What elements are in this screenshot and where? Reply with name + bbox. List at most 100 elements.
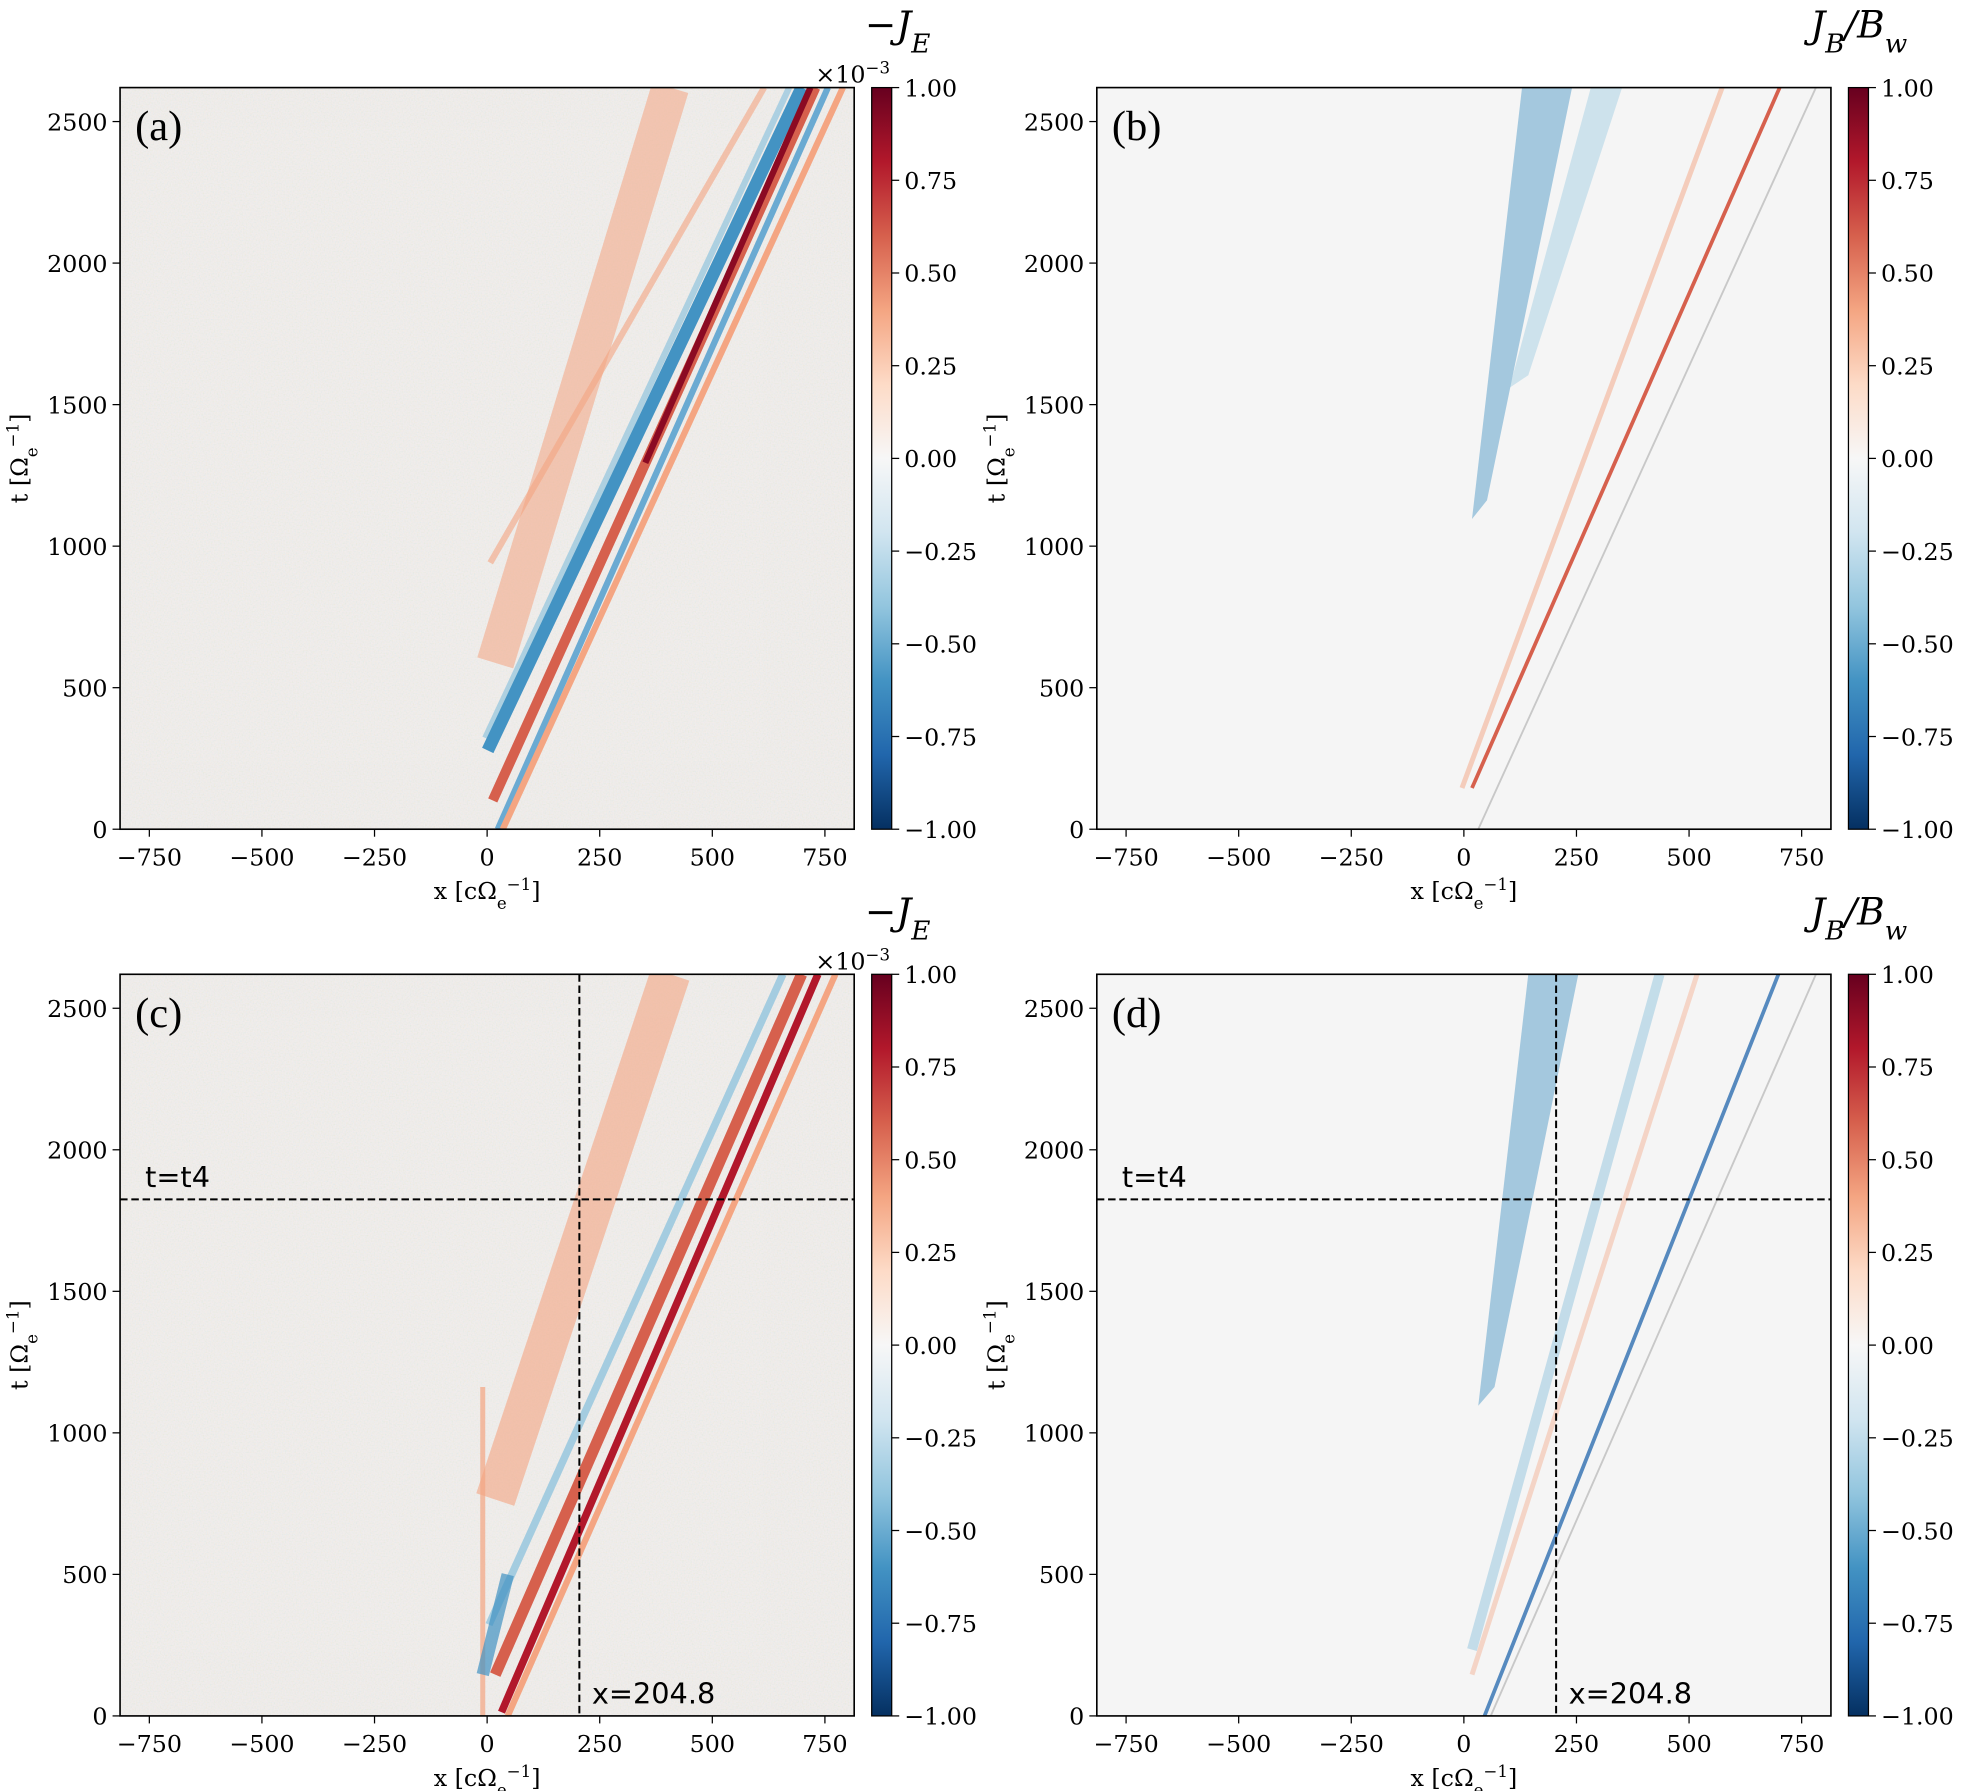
x-tick-label: 500: [1666, 1730, 1711, 1758]
colorbar-tick-label: 0.00: [904, 1332, 957, 1360]
y-tick-label: 1500: [1024, 391, 1084, 419]
colorbar-tick-label: 0.50: [904, 1146, 957, 1174]
colorbar: [1847, 973, 1870, 1717]
y-axis-label: t [Ωe−1]: [3, 414, 41, 504]
colorbar-tick-label: 0.00: [904, 445, 957, 473]
colorbar-tick-label: 0.25: [1881, 1239, 1934, 1267]
heatmap-field: [1096, 974, 1831, 1716]
y-axis-label: t [Ωe−1]: [980, 1300, 1018, 1390]
x-tick-label: 750: [1779, 843, 1824, 871]
y-tick-label: 500: [1039, 674, 1084, 702]
x-axis-label: x [cΩe−1]: [1410, 1761, 1517, 1791]
colorbar-tick-label: −0.50: [904, 631, 977, 659]
colorbar-tick-label: 1.00: [1881, 961, 1934, 989]
x-tick-label: 250: [577, 843, 622, 871]
y-tick-label: 500: [1039, 1561, 1084, 1589]
colorbar-tick-label: −0.25: [904, 538, 977, 566]
colorbar-tick-label: 0.50: [1881, 1146, 1934, 1174]
x-tick-label: −500: [1206, 1730, 1271, 1758]
heatmap-field: [120, 974, 855, 1716]
x-tick-label: −500: [229, 1730, 294, 1758]
x-tick-label: −750: [1093, 1730, 1158, 1758]
x-tick-label: 0: [480, 1730, 495, 1758]
x-tick-label: 0: [1456, 843, 1471, 871]
x-tick-label: 500: [690, 843, 735, 871]
colorbar-tick-label: 0.25: [1881, 352, 1934, 380]
chart-title: JB/Bw: [1803, 3, 1907, 60]
x-tick-label: 250: [1554, 843, 1599, 871]
chart-title: −JE: [865, 3, 931, 60]
colorbar-tick-label: −1.00: [904, 1703, 977, 1731]
x-tick-label: 0: [480, 843, 495, 871]
colorbar-tick-label: 1.00: [904, 961, 957, 989]
colorbar-tick-label: −1.00: [1881, 1703, 1954, 1731]
colorbar-tick-label: 0.75: [904, 167, 957, 195]
x-tick-label: −500: [1206, 843, 1271, 871]
panel-label: (a): [135, 103, 182, 150]
x-tick-label: 250: [1554, 1730, 1599, 1758]
colorbar-tick-label: −0.50: [1881, 631, 1954, 659]
colorbar-tick-label: −0.75: [1881, 723, 1954, 751]
colorbar-tick-label: 0.75: [1881, 167, 1934, 195]
heatmap-field: [1096, 87, 1831, 830]
x-axis-label: x [cΩe−1]: [1410, 875, 1517, 913]
x-tick-label: 250: [577, 1730, 622, 1758]
x-axis-label: x [cΩe−1]: [434, 875, 541, 913]
colorbar-tick-label: −0.50: [1881, 1517, 1954, 1545]
y-axis-label: t [Ωe−1]: [980, 414, 1018, 504]
x-tick-label: −250: [342, 1730, 407, 1758]
y-tick-label: 2000: [47, 1137, 107, 1165]
colorbar-tick-label: 0.50: [1881, 260, 1934, 288]
y-tick-label: 1500: [47, 1278, 107, 1306]
y-tick-label: 2000: [47, 250, 107, 278]
colorbar-tick-label: −0.75: [904, 1610, 977, 1638]
colorbar-tick-label: 1.00: [1881, 74, 1934, 102]
x-tick-label: 750: [802, 843, 847, 871]
y-tick-label: 2500: [1024, 995, 1084, 1023]
x-tick-label: −250: [1319, 843, 1384, 871]
colorbar: [871, 973, 893, 1717]
colorbar-tick-label: 0.50: [904, 260, 957, 288]
annotation: x=204.8: [1569, 1676, 1692, 1710]
panel-label: (c): [135, 990, 182, 1037]
x-tick-label: −750: [117, 1730, 182, 1758]
colorbar-tick-label: 0.00: [1881, 1332, 1934, 1360]
panel-label: (b): [1112, 103, 1162, 150]
colorbar-tick-label: −0.25: [1881, 1425, 1954, 1453]
x-tick-label: 0: [1456, 1730, 1471, 1758]
colorbar-tick-label: 0.00: [1881, 445, 1934, 473]
y-tick-label: 1500: [47, 391, 107, 419]
colorbar-tick-label: 0.25: [904, 352, 957, 380]
y-tick-label: 1000: [47, 533, 107, 561]
annotation: x=204.8: [592, 1676, 715, 1710]
x-axis-label: x [cΩe−1]: [434, 1761, 541, 1791]
colorbar-tick-label: −0.75: [904, 723, 977, 751]
y-tick-label: 2000: [1024, 250, 1084, 278]
colorbar-tick-label: 0.75: [1881, 1054, 1934, 1082]
colorbar-tick-label: −0.50: [904, 1517, 977, 1545]
y-tick-label: 0: [1069, 816, 1084, 844]
colorbar-tick-label: −1.00: [1881, 816, 1954, 844]
x-tick-label: −750: [117, 843, 182, 871]
heatmap-field: [120, 87, 855, 830]
x-tick-label: −750: [1093, 843, 1158, 871]
y-tick-label: 1000: [1024, 1420, 1084, 1448]
y-tick-label: 2500: [1024, 108, 1084, 136]
y-tick-label: 0: [1069, 1703, 1084, 1731]
colorbar: [871, 86, 893, 830]
x-tick-label: 750: [1779, 1730, 1824, 1758]
x-tick-label: −250: [342, 843, 407, 871]
colorbar-tick-label: 1.00: [904, 74, 957, 102]
colorbar: [1847, 86, 1870, 830]
x-tick-label: 500: [690, 1730, 735, 1758]
y-tick-label: 500: [62, 674, 107, 702]
colorbar-tick-label: −1.00: [904, 816, 977, 844]
panel-label: (d): [1112, 990, 1162, 1037]
y-tick-label: 2500: [47, 108, 107, 136]
chart-title: JB/Bw: [1803, 889, 1907, 946]
colorbar-tick-label: 0.25: [904, 1239, 957, 1267]
chart-title: −JE: [865, 889, 931, 946]
colorbar-tick-label: −0.75: [1881, 1610, 1954, 1638]
colorbar-tick-label: −0.25: [1881, 538, 1954, 566]
